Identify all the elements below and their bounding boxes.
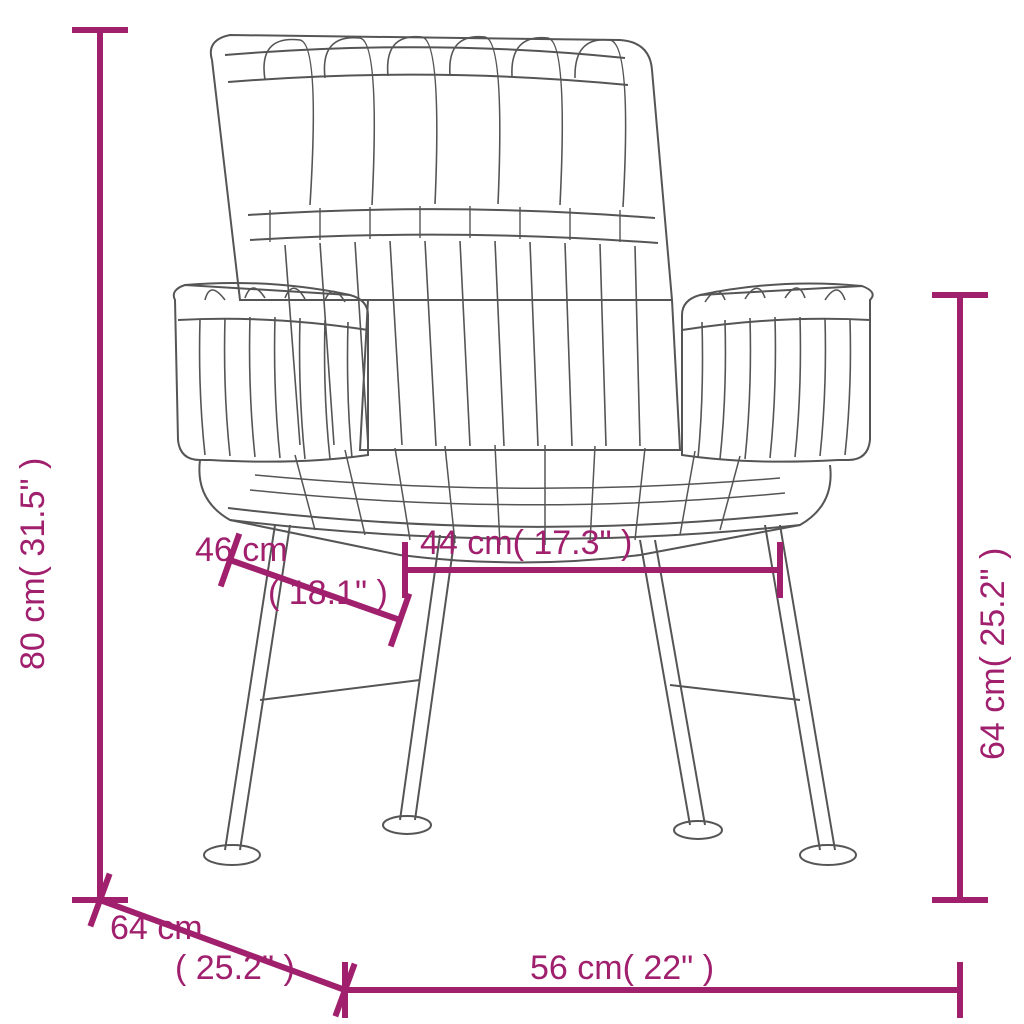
- label-seat-width: 44 cm( 17.3" ): [420, 525, 632, 562]
- label-total-height: 80 cm( 31.5" ): [15, 340, 52, 670]
- label-seat-depth-2: ( 18.1" ): [268, 575, 388, 612]
- label-fp-depth-1: 64 cm: [110, 910, 203, 947]
- dimension-lines: [0, 0, 1024, 1024]
- label-seat-depth-1: 46 cm: [195, 532, 288, 569]
- dimension-diagram: 80 cm( 31.5" ) 64 cm( 25.2" ) 44 cm( 17.…: [0, 0, 1024, 1024]
- label-arm-height: 64 cm( 25.2" ): [975, 430, 1012, 760]
- label-fp-width: 56 cm( 22" ): [530, 950, 714, 987]
- label-fp-depth-2: ( 25.2" ): [175, 950, 295, 987]
